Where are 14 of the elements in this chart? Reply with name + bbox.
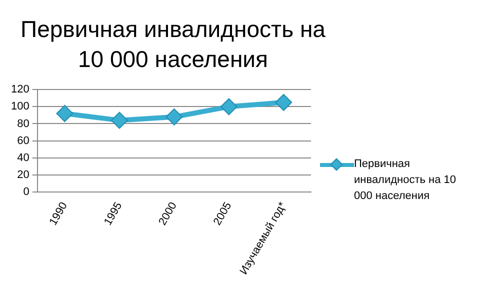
y-tick-label: 40 (17, 152, 30, 164)
point (110, 112, 128, 129)
legend-label: Первичная инвалидность на 10 000 населения (354, 157, 458, 204)
point (275, 94, 292, 111)
y-tick-label: 20 (17, 168, 30, 181)
y-tick-label: 60 (17, 134, 30, 147)
y-tick-label: 100 (10, 100, 30, 113)
point (166, 108, 183, 126)
y-tick-label: 0 (23, 186, 30, 198)
y-tick-label: 80 (17, 118, 30, 130)
point (220, 98, 238, 116)
chart-title: Первичная инвалидность на 10 000 населения (20, 15, 326, 74)
y-tick-label: 120 (10, 84, 30, 96)
point (56, 104, 74, 122)
